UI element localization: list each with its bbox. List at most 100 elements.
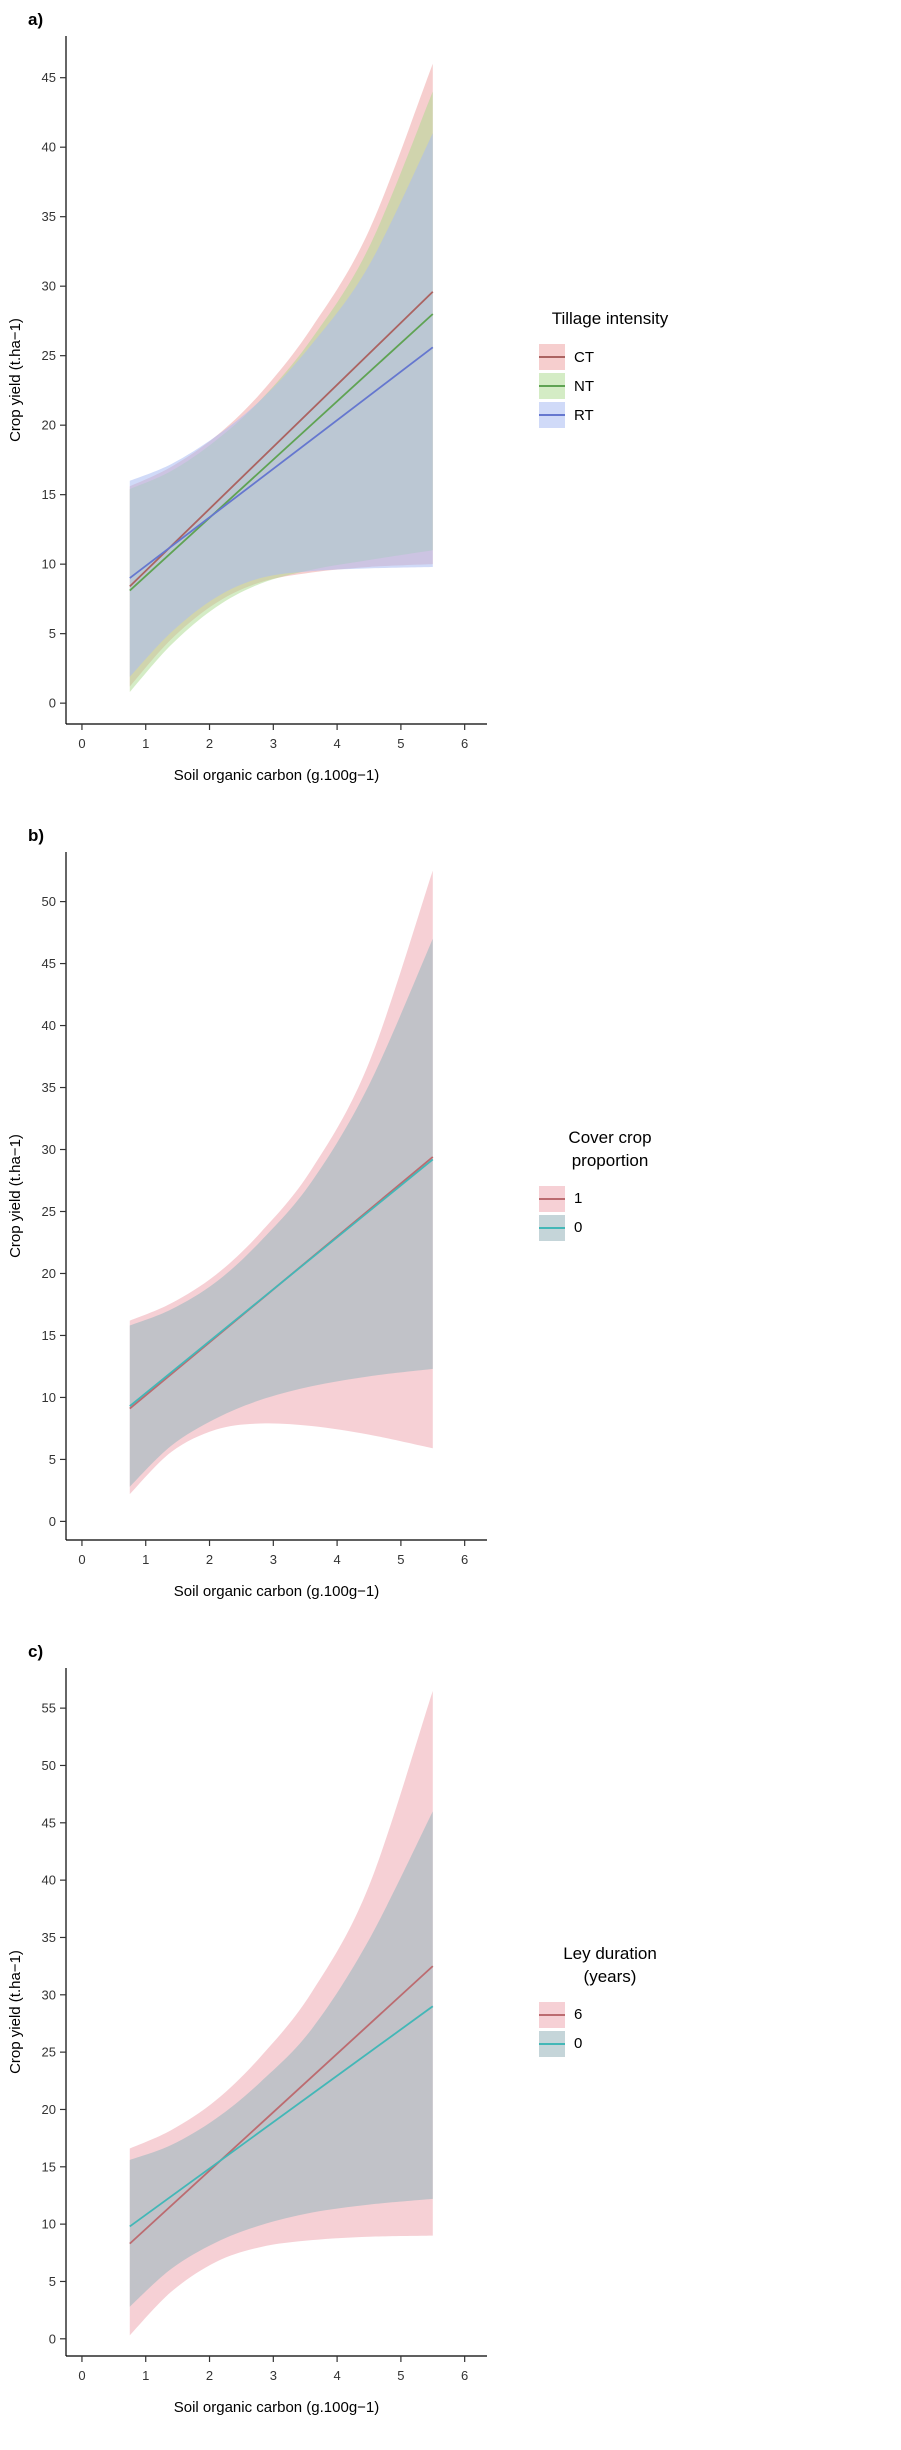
svg-text:0: 0 xyxy=(78,2368,85,2383)
legend-item: 6 xyxy=(539,2001,583,2028)
svg-text:0: 0 xyxy=(49,2331,56,2346)
svg-text:Soil organic carbon (g.100g−1): Soil organic carbon (g.100g−1) xyxy=(174,767,380,784)
legend-item: 0 xyxy=(539,2030,583,2057)
svg-text:2: 2 xyxy=(206,1552,213,1567)
legend-key-swatch xyxy=(539,2030,565,2057)
panel-a-legend: Tillage intensity CT NT RT xyxy=(505,0,715,816)
panel-b: b) 0 1 2 3 4 5 6 0 5 10 15 20 25 30 35 40 45 50 Soil organ… xyxy=(0,816,901,1632)
legend-item-label: 0 xyxy=(574,2035,583,2053)
legend-items: CT NT RT xyxy=(539,344,715,429)
svg-text:45: 45 xyxy=(42,956,56,971)
legend-key-line xyxy=(539,2042,565,2045)
svg-text:1: 1 xyxy=(142,1552,149,1567)
svg-text:0: 0 xyxy=(49,1514,56,1529)
legend-item-label: RT xyxy=(574,406,594,424)
svg-text:2: 2 xyxy=(206,2368,213,2383)
legend-title-cover-crop-proportion: Cover crop proportion xyxy=(568,1128,652,1170)
svg-text:3: 3 xyxy=(270,1552,277,1567)
svg-text:Soil organic carbon (g.100g−1): Soil organic carbon (g.100g−1) xyxy=(174,1583,380,1600)
panel-a-label: a) xyxy=(28,10,44,29)
svg-text:10: 10 xyxy=(42,1390,56,1405)
legend-key-swatch xyxy=(539,2001,565,2028)
svg-text:0: 0 xyxy=(49,696,56,711)
legend-item-label: 6 xyxy=(574,2006,583,2024)
svg-text:30: 30 xyxy=(42,1142,56,1157)
svg-text:25: 25 xyxy=(42,2045,56,2060)
svg-text:20: 20 xyxy=(42,1266,56,1281)
svg-text:35: 35 xyxy=(42,1080,56,1095)
svg-text:5: 5 xyxy=(49,1452,56,1467)
svg-text:45: 45 xyxy=(42,1815,56,1830)
legend-title-ley-duration: Ley duration (years) xyxy=(563,1944,657,1986)
right-whitespace xyxy=(715,0,901,816)
svg-text:10: 10 xyxy=(42,2217,56,2232)
svg-text:2: 2 xyxy=(206,736,213,751)
svg-text:5: 5 xyxy=(49,2274,56,2289)
svg-text:40: 40 xyxy=(42,1873,56,1888)
legend-item-label: 0 xyxy=(574,1219,583,1237)
legend-key-line xyxy=(539,414,565,417)
legend-key-swatch xyxy=(539,373,565,400)
svg-text:45: 45 xyxy=(42,70,56,85)
legend-key-line xyxy=(539,2013,565,2016)
legend-key-line xyxy=(539,1226,565,1229)
svg-text:1: 1 xyxy=(142,2368,149,2383)
legend-item: 1 xyxy=(539,1185,583,1212)
svg-text:55: 55 xyxy=(42,1701,56,1716)
svg-text:4: 4 xyxy=(333,736,340,751)
panel-a: a) 0 1 2 3 4 5 6 0 5 10 15 20 25 30 35 40 45 Soil organic… xyxy=(0,0,901,816)
svg-text:20: 20 xyxy=(42,2102,56,2117)
legend-item-label: NT xyxy=(574,377,594,395)
svg-text:Soil organic carbon (g.100g−1): Soil organic carbon (g.100g−1) xyxy=(174,2399,380,2416)
panel-c-label: c) xyxy=(28,1642,44,1661)
svg-text:35: 35 xyxy=(42,209,56,224)
svg-text:5: 5 xyxy=(397,736,404,751)
svg-text:30: 30 xyxy=(42,279,56,294)
svg-text:4: 4 xyxy=(333,1552,340,1567)
svg-text:15: 15 xyxy=(42,1328,56,1343)
svg-text:Crop yield (t.ha−1): Crop yield (t.ha−1) xyxy=(7,1134,24,1258)
svg-text:5: 5 xyxy=(397,2368,404,2383)
svg-text:15: 15 xyxy=(42,2159,56,2174)
svg-text:6: 6 xyxy=(461,1552,468,1567)
legend-item: CT xyxy=(539,344,594,371)
svg-text:0: 0 xyxy=(78,1552,85,1567)
panel-c: c) 0 1 2 3 4 5 6 0 5 10 15 20 25 30 35 40 45 50 55 Soil org… xyxy=(0,1632,901,2448)
svg-text:Crop yield (t.ha−1): Crop yield (t.ha−1) xyxy=(7,318,24,442)
svg-text:Crop yield (t.ha−1): Crop yield (t.ha−1) xyxy=(7,1950,24,2074)
legend-key-line xyxy=(539,1197,565,1200)
svg-text:20: 20 xyxy=(42,418,56,433)
panel-b-label: b) xyxy=(28,826,45,845)
legend-item: NT xyxy=(539,373,594,400)
svg-text:6: 6 xyxy=(461,2368,468,2383)
right-whitespace xyxy=(715,816,901,1632)
svg-text:15: 15 xyxy=(42,487,56,502)
legend-key-swatch xyxy=(539,344,565,371)
legend-key-swatch xyxy=(539,1185,565,1212)
svg-text:5: 5 xyxy=(397,1552,404,1567)
legend-item-label: 1 xyxy=(574,1190,583,1208)
right-whitespace xyxy=(715,1632,901,2448)
legend-key-swatch xyxy=(539,1214,565,1241)
svg-text:25: 25 xyxy=(42,348,56,363)
svg-text:50: 50 xyxy=(42,894,56,909)
legend-item-label: CT xyxy=(574,348,594,366)
svg-text:3: 3 xyxy=(270,736,277,751)
svg-text:25: 25 xyxy=(42,1204,56,1219)
legend-item: 0 xyxy=(539,1214,583,1241)
svg-text:0: 0 xyxy=(78,736,85,751)
svg-text:1: 1 xyxy=(142,736,149,751)
legend-key-line xyxy=(539,356,565,359)
svg-text:35: 35 xyxy=(42,1930,56,1945)
svg-text:10: 10 xyxy=(42,557,56,572)
svg-text:40: 40 xyxy=(42,140,56,155)
legend-item: RT xyxy=(539,402,594,429)
